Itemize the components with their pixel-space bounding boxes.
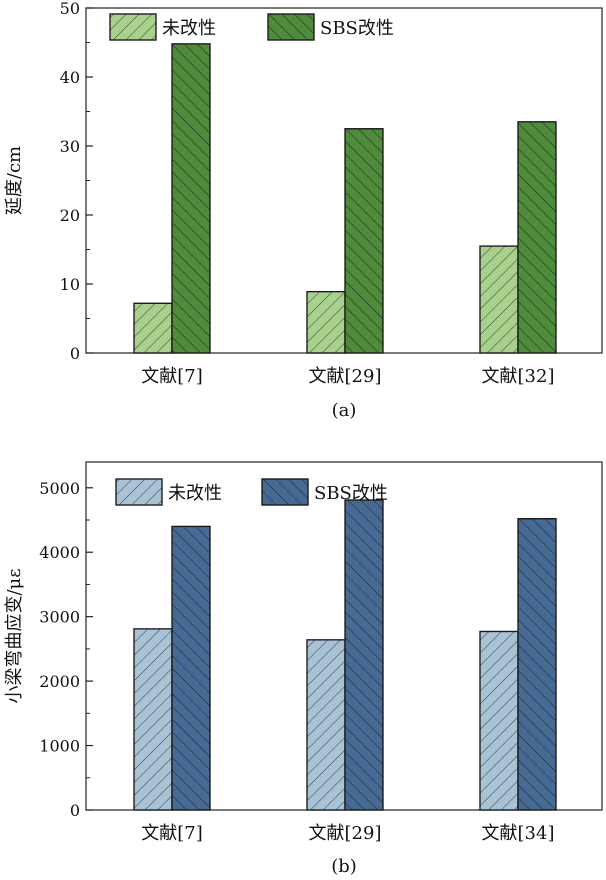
chart-a-y-axis: 0 10 20 30 40 50 (60, 0, 93, 363)
chart-b-y-tick-label: 1000 (39, 737, 80, 756)
chart-a-y-tick-label: 10 (60, 275, 80, 294)
chart-b-x-tick-label: 文献[34] (482, 823, 555, 844)
chart-b-y-tick-label: 2000 (39, 672, 80, 691)
chart-a-y-tick-label: 50 (60, 0, 80, 18)
chart-a-bars (133, 43, 557, 354)
chart-b-x-tick-label: 文献[29] (309, 823, 382, 844)
chart-b-legend-unmodified: 未改性 (115, 478, 222, 506)
chart-b-bars (133, 499, 557, 811)
chart-b-bar-unmodified-2 (306, 639, 346, 811)
chart-a-y-tick-label: 0 (70, 344, 80, 363)
chart-b-y-tick-label: 5000 (39, 479, 80, 498)
chart-b-y-tick-label: 4000 (39, 543, 80, 562)
chart-a-legend-unmodified: 未改性 (109, 13, 216, 41)
chart-a-y-tick-label: 20 (60, 206, 80, 225)
chart-a-y-tick-label: 40 (60, 68, 80, 87)
chart-a-bar-sbs-1 (171, 43, 211, 354)
chart-b-x-axis: 文献[7] 文献[29] 文献[34] (141, 804, 554, 844)
chart-a-bar-unmodified-2 (306, 290, 346, 354)
chart-a-y-tick-label: 30 (60, 137, 80, 156)
chart-a-caption: (a) (332, 400, 357, 421)
chart-a-x-tick-label: 文献[29] (309, 366, 382, 387)
chart-a-x-axis: 文献[7] 文献[29] 文献[32] (141, 347, 554, 387)
chart-b-x-tick-label: 文献[7] (141, 823, 203, 844)
chart-a-bar-sbs-2 (344, 128, 384, 354)
chart-b-y-axis-label: 小梁弯曲应变/με (4, 568, 25, 703)
chart-b-y-axis: 0 1000 2000 3000 4000 5000 (39, 479, 93, 820)
chart-b-legend-sbs: SBS改性 (261, 478, 388, 506)
chart-b-legend: 未改性 SBS改性 (115, 478, 388, 506)
chart-a-legend-label: SBS改性 (320, 18, 394, 39)
chart-b-bar-unmodified-3 (479, 630, 519, 811)
chart-a-x-tick-label: 文献[32] (482, 366, 555, 387)
chart-b-legend-label: 未改性 (168, 483, 222, 504)
chart-b-y-tick-label: 0 (70, 801, 80, 820)
chart-a-legend: 未改性 SBS改性 (109, 13, 394, 41)
chart-a-y-axis-label: 延度/cm (4, 146, 25, 215)
chart-b-legend-label: SBS改性 (314, 483, 388, 504)
chart-b-y-tick-label: 3000 (39, 608, 80, 627)
chart-a-x-tick-label: 文献[7] (141, 366, 203, 387)
chart-a-legend-sbs: SBS改性 (267, 13, 394, 41)
chart-a-bar-unmodified-3 (479, 245, 519, 354)
chart-b-bar-sbs-3 (517, 518, 557, 811)
chart-b-caption: (b) (331, 856, 357, 877)
chart-b-bar-sbs-1 (171, 525, 211, 811)
chart-a-bar-sbs-3 (517, 121, 557, 354)
chart-a-bar-unmodified-1 (133, 302, 173, 354)
chart-b-bar-unmodified-1 (133, 628, 173, 811)
chart-b-bar-sbs-2 (344, 499, 384, 811)
chart-a-legend-label: 未改性 (162, 18, 216, 39)
